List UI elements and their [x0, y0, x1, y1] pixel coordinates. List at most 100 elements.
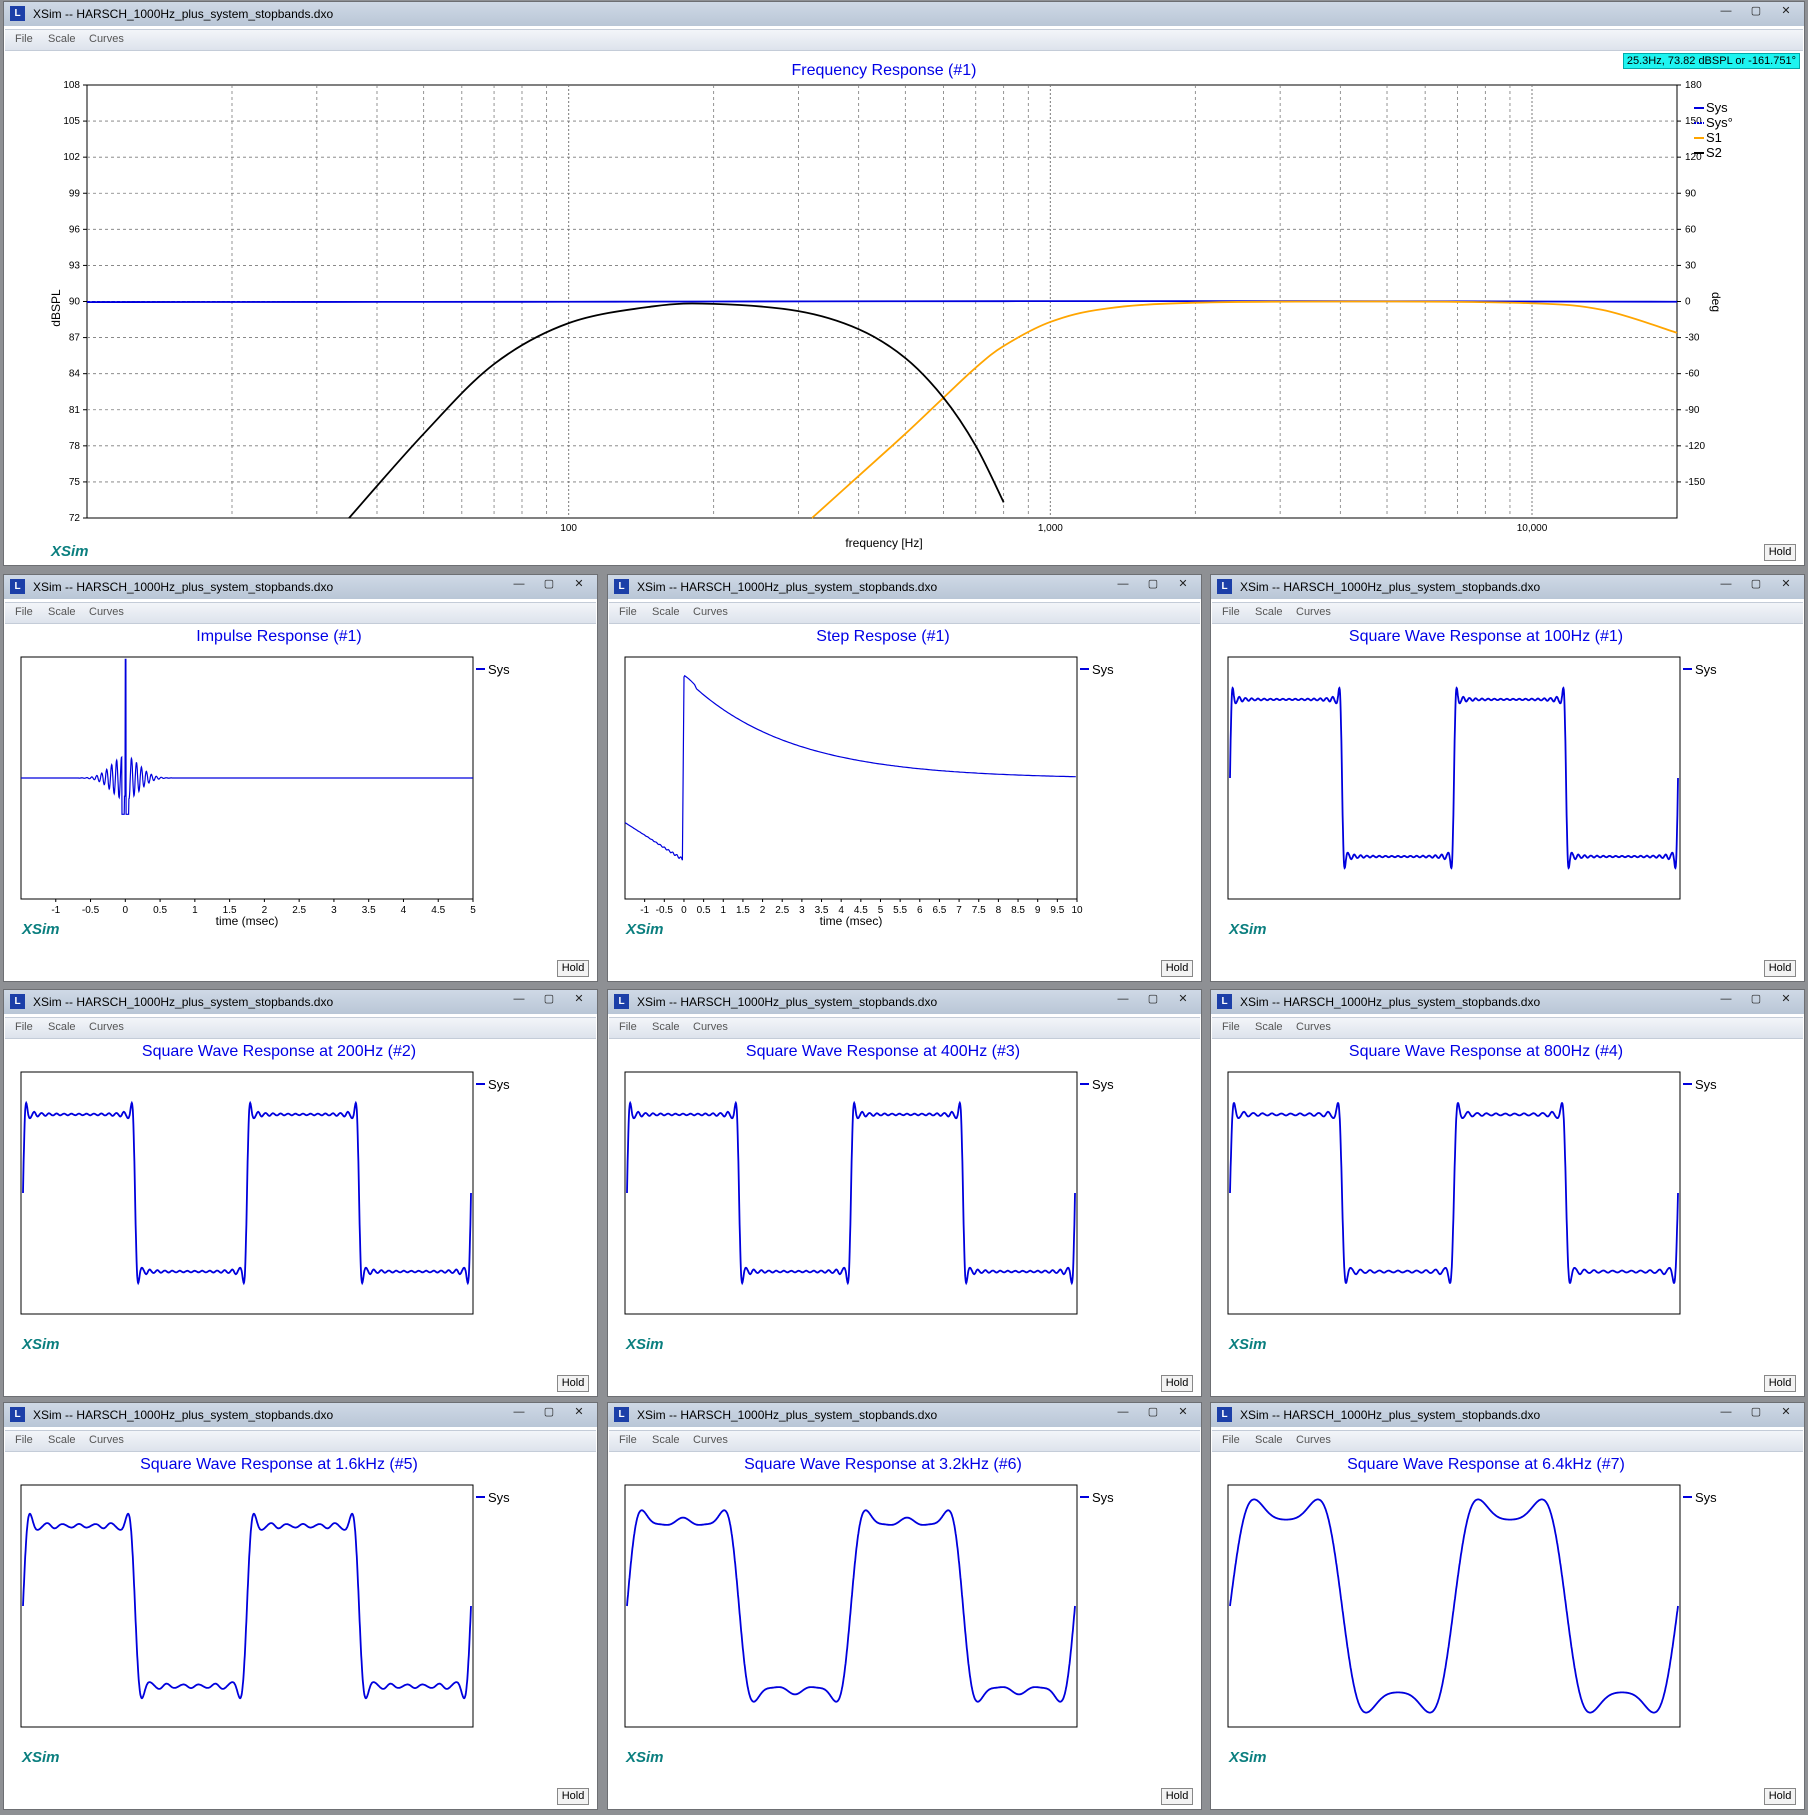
close-button[interactable]: ✕	[1781, 578, 1791, 590]
close-button[interactable]: ✕	[574, 1406, 584, 1418]
legend-sys[interactable]: Sys	[488, 1490, 510, 1505]
panel-chart[interactable]: Square Wave Response at 100Hz (#1) Sys X…	[1211, 623, 1804, 981]
panel-chart[interactable]: Square Wave Response at 200Hz (#2) Sys X…	[4, 1038, 597, 1396]
menu-curves[interactable]: Curves	[89, 606, 124, 618]
title-bar[interactable]: L XSim -- HARSCH_1000Hz_plus_system_stop…	[4, 990, 597, 1014]
legend-entry[interactable]: S2	[1706, 145, 1722, 160]
panel-chart[interactable]: Square Wave Response at 6.4kHz (#7) Sys …	[1211, 1451, 1804, 1809]
hold-button[interactable]: Hold	[1764, 1788, 1796, 1805]
panel-window-9[interactable]: L XSim -- HARSCH_1000Hz_plus_system_stop…	[1210, 1402, 1805, 1810]
hold-button[interactable]: Hold	[1161, 1375, 1193, 1392]
menu-curves[interactable]: Curves	[1296, 1021, 1331, 1033]
frequency-response-window[interactable]: L XSim -- HARSCH_1000Hz_plus_system_stop…	[3, 1, 1805, 566]
title-bar[interactable]: L XSim -- HARSCH_1000Hz_plus_system_stop…	[4, 1403, 597, 1427]
maximize-button[interactable]: ▢	[1147, 993, 1159, 1005]
menu-file[interactable]: File	[15, 33, 33, 45]
title-bar[interactable]: L XSim -- HARSCH_1000Hz_plus_system_stop…	[1211, 1403, 1804, 1427]
title-bar[interactable]: L XSim -- HARSCH_1000Hz_plus_system_stop…	[1211, 575, 1804, 599]
frequency-response-chart[interactable]: Frequency Response (#1) 108 105 102 99 96 93 9…	[4, 50, 1804, 565]
minimize-button[interactable]: —	[1720, 993, 1732, 1005]
panel-window-1[interactable]: L XSim -- HARSCH_1000Hz_plus_system_stop…	[3, 574, 598, 982]
menu-file[interactable]: File	[1222, 1434, 1240, 1446]
hold-button[interactable]: Hold	[557, 1375, 589, 1392]
panel-window-4[interactable]: L XSim -- HARSCH_1000Hz_plus_system_stop…	[3, 989, 598, 1397]
menu-scale[interactable]: Scale	[48, 1434, 76, 1446]
menu-scale[interactable]: Scale	[652, 1021, 680, 1033]
menu-scale[interactable]: Scale	[1255, 1021, 1283, 1033]
panel-chart[interactable]: Square Wave Response at 400Hz (#3) Sys X…	[608, 1038, 1201, 1396]
legend-sys[interactable]: Sys	[488, 662, 510, 677]
panel-window-6[interactable]: L XSim -- HARSCH_1000Hz_plus_system_stop…	[1210, 989, 1805, 1397]
hold-button[interactable]: Hold	[557, 1788, 589, 1805]
minimize-button[interactable]: —	[1117, 993, 1129, 1005]
maximize-button[interactable]: ▢	[1147, 1406, 1159, 1418]
menu-curves[interactable]: Curves	[1296, 1434, 1331, 1446]
menu-curves[interactable]: Curves	[89, 1021, 124, 1033]
legend-entry[interactable]: S1	[1706, 130, 1722, 145]
legend-sys[interactable]: Sys	[488, 1077, 510, 1092]
close-button[interactable]: ✕	[1178, 993, 1188, 1005]
legend-entry[interactable]: Sys°	[1706, 115, 1733, 130]
menu-curves[interactable]: Curves	[693, 1021, 728, 1033]
menu-file[interactable]: File	[1222, 1021, 1240, 1033]
menu-scale[interactable]: Scale	[48, 606, 76, 618]
menu-file[interactable]: File	[15, 606, 33, 618]
title-bar[interactable]: L XSim -- HARSCH_1000Hz_plus_system_stop…	[4, 2, 1804, 26]
menu-file[interactable]: File	[619, 606, 637, 618]
title-bar[interactable]: L XSim -- HARSCH_1000Hz_plus_system_stop…	[608, 1403, 1201, 1427]
menu-scale[interactable]: Scale	[1255, 1434, 1283, 1446]
maximize-button[interactable]: ▢	[543, 993, 555, 1005]
panel-window-3[interactable]: L XSim -- HARSCH_1000Hz_plus_system_stop…	[1210, 574, 1805, 982]
menu-scale[interactable]: Scale	[652, 606, 680, 618]
menu-file[interactable]: File	[619, 1021, 637, 1033]
menu-curves[interactable]: Curves	[1296, 606, 1331, 618]
maximize-button[interactable]: ▢	[1750, 1406, 1762, 1418]
minimize-button[interactable]: —	[1720, 1406, 1732, 1418]
panel-chart[interactable]: Square Wave Response at 1.6kHz (#5) Sys …	[4, 1451, 597, 1809]
legend-sys[interactable]: Sys	[1092, 662, 1114, 677]
close-button[interactable]: ✕	[1781, 993, 1791, 1005]
close-button[interactable]: ✕	[574, 578, 584, 590]
menu-curves[interactable]: Curves	[693, 1434, 728, 1446]
title-bar[interactable]: L XSim -- HARSCH_1000Hz_plus_system_stop…	[608, 575, 1201, 599]
legend-sys[interactable]: Sys	[1695, 1490, 1717, 1505]
panel-chart[interactable]: Step Respose (#1) -1 -0.5 0 0.5 1 1.5 2 2.5 3 3.5…	[608, 623, 1201, 981]
maximize-button[interactable]: ▢	[1750, 993, 1762, 1005]
menu-scale[interactable]: Scale	[48, 1021, 76, 1033]
panel-window-7[interactable]: L XSim -- HARSCH_1000Hz_plus_system_stop…	[3, 1402, 598, 1810]
maximize-button[interactable]: ▢	[1147, 578, 1159, 590]
panel-chart[interactable]: Square Wave Response at 3.2kHz (#6) Sys …	[608, 1451, 1201, 1809]
hold-button[interactable]: Hold	[1161, 960, 1193, 977]
minimize-button[interactable]: —	[1720, 5, 1732, 17]
menu-curves[interactable]: Curves	[89, 33, 124, 45]
maximize-button[interactable]: ▢	[543, 1406, 555, 1418]
panel-chart[interactable]: Square Wave Response at 800Hz (#4) Sys X…	[1211, 1038, 1804, 1396]
close-button[interactable]: ✕	[1178, 1406, 1188, 1418]
menu-curves[interactable]: Curves	[693, 606, 728, 618]
maximize-button[interactable]: ▢	[1750, 578, 1762, 590]
close-button[interactable]: ✕	[1781, 1406, 1791, 1418]
menu-file[interactable]: File	[1222, 606, 1240, 618]
panel-chart[interactable]: Impulse Response (#1) -1 -0.5 0 0.5 1 1.5 2 2.5…	[4, 623, 597, 981]
minimize-button[interactable]: —	[513, 578, 525, 590]
title-bar[interactable]: L XSim -- HARSCH_1000Hz_plus_system_stop…	[4, 575, 597, 599]
hold-button[interactable]: Hold	[1764, 1375, 1796, 1392]
panel-window-5[interactable]: L XSim -- HARSCH_1000Hz_plus_system_stop…	[607, 989, 1202, 1397]
menu-file[interactable]: File	[15, 1021, 33, 1033]
menu-curves[interactable]: Curves	[89, 1434, 124, 1446]
maximize-button[interactable]: ▢	[1750, 5, 1762, 17]
legend-sys[interactable]: Sys	[1695, 1077, 1717, 1092]
hold-button[interactable]: Hold	[1161, 1788, 1193, 1805]
close-button[interactable]: ✕	[1781, 5, 1791, 17]
close-button[interactable]: ✕	[1178, 578, 1188, 590]
legend-entry[interactable]: Sys	[1706, 100, 1728, 115]
legend-sys[interactable]: Sys	[1092, 1077, 1114, 1092]
title-bar[interactable]: L XSim -- HARSCH_1000Hz_plus_system_stop…	[608, 990, 1201, 1014]
menu-file[interactable]: File	[619, 1434, 637, 1446]
minimize-button[interactable]: —	[1117, 578, 1129, 590]
close-button[interactable]: ✕	[574, 993, 584, 1005]
menu-scale[interactable]: Scale	[652, 1434, 680, 1446]
legend-sys[interactable]: Sys	[1695, 662, 1717, 677]
minimize-button[interactable]: —	[1117, 1406, 1129, 1418]
hold-button[interactable]: Hold	[1764, 544, 1796, 561]
